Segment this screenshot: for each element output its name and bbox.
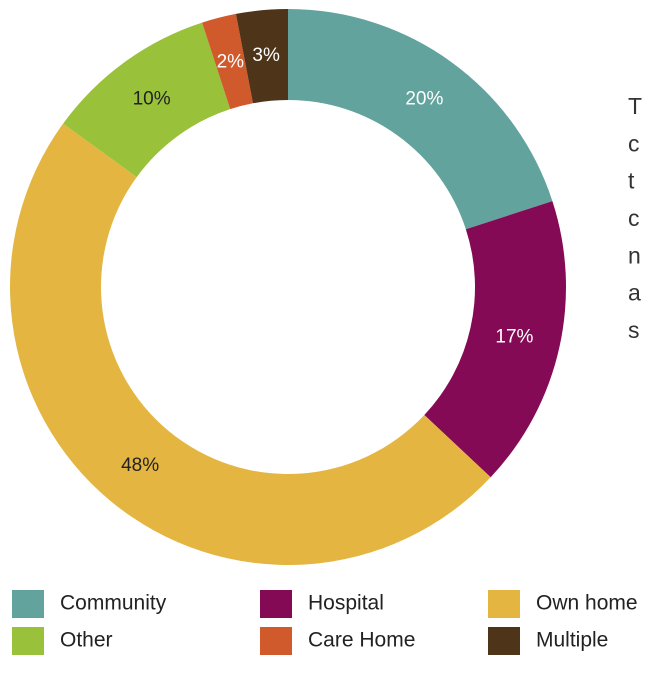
data-label: 2% — [217, 51, 245, 72]
side-text: T — [628, 93, 642, 119]
side-text: a — [628, 280, 641, 306]
side-text: s — [628, 317, 640, 343]
legend-swatch — [488, 590, 520, 618]
data-label: 10% — [133, 88, 171, 109]
data-label: 17% — [495, 327, 533, 348]
data-label: 20% — [405, 88, 443, 109]
legend-swatch — [12, 627, 44, 655]
legend-label: Other — [60, 629, 113, 652]
data-label: 3% — [252, 45, 280, 66]
side-text: c — [628, 205, 640, 231]
side-text: t — [628, 168, 635, 194]
legend-label: Hospital — [308, 592, 384, 615]
data-label: 48% — [121, 455, 159, 476]
legend-label: Community — [60, 592, 167, 615]
legend-label: Own home — [536, 592, 638, 615]
legend-swatch — [488, 627, 520, 655]
legend-swatch — [260, 590, 292, 618]
donut-segment — [424, 201, 567, 478]
legend-swatch — [260, 627, 292, 655]
donut-segment — [288, 9, 553, 230]
donut-segment — [202, 13, 253, 110]
donut-segment — [235, 9, 288, 104]
side-text: n — [628, 242, 641, 268]
donut-segment — [9, 123, 491, 566]
side-text: c — [628, 130, 640, 156]
legend-label: Care Home — [308, 629, 415, 652]
legend-swatch — [12, 590, 44, 618]
legend-label: Multiple — [536, 629, 608, 652]
donut-segment — [63, 22, 231, 178]
